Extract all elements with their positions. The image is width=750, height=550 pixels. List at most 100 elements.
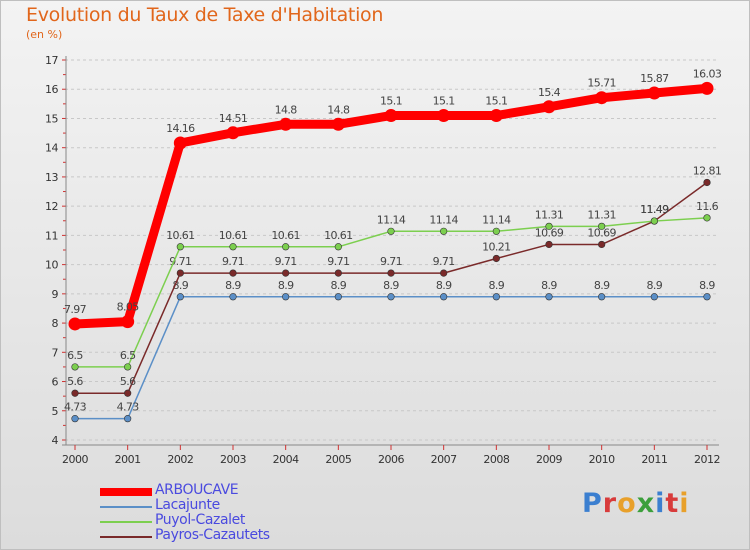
x-tick-label: 2009 (536, 453, 562, 466)
data-point (492, 227, 500, 235)
data-point (545, 240, 553, 249)
data-label: 8.9 (646, 279, 662, 292)
data-label: 11.49 (640, 203, 669, 216)
data-point (71, 415, 79, 423)
data-label: 14.8 (327, 103, 350, 116)
data-point (650, 293, 658, 301)
data-label: 9.71 (222, 255, 244, 268)
data-point (703, 293, 711, 301)
data-label: 11.6 (696, 200, 719, 213)
data-label: 15.1 (433, 95, 455, 108)
data-point (334, 269, 342, 277)
data-point (71, 363, 79, 371)
y-tick-label: 16 (45, 83, 58, 96)
data-point (440, 227, 448, 235)
data-label: 6.5 (67, 349, 83, 362)
data-label: 10.61 (271, 229, 300, 242)
x-tick-label: 2007 (431, 453, 457, 466)
data-point (437, 109, 451, 123)
data-point (598, 293, 606, 301)
data-point (595, 91, 609, 105)
y-tick-label: 8 (52, 317, 59, 330)
data-label: 14.16 (166, 122, 195, 135)
data-point (229, 243, 237, 251)
x-tick-label: 2011 (641, 453, 667, 466)
data-point (229, 269, 237, 277)
data-point (334, 243, 342, 251)
data-label: 10.61 (324, 229, 353, 242)
data-label: 8.9 (383, 279, 399, 292)
data-point (647, 86, 661, 100)
data-point (124, 363, 132, 371)
data-point (545, 293, 553, 301)
data-label: 9.71 (327, 255, 349, 268)
data-point (124, 389, 132, 397)
data-label: 8.9 (278, 279, 294, 292)
logo-letter: o (617, 488, 637, 519)
logo-letter: x (636, 488, 656, 519)
data-label: 11.14 (429, 213, 458, 226)
legend-swatch (100, 506, 152, 508)
series-line (74, 296, 708, 420)
data-label: 9.71 (433, 255, 455, 268)
data-point (68, 317, 82, 331)
data-point (176, 293, 184, 301)
data-label: 6.5 (120, 349, 136, 362)
data-label: 10.21 (482, 240, 511, 253)
data-point (440, 269, 448, 277)
legend-label: Puyol-Cazalet (155, 512, 245, 528)
y-tick-label: 7 (52, 346, 59, 359)
data-label: 8.9 (436, 279, 452, 292)
y-tick-label: 9 (52, 288, 59, 301)
data-point (700, 81, 714, 95)
data-label: 8.05 (117, 301, 140, 314)
data-label: 15.4 (538, 86, 561, 99)
data-label: 8.9 (594, 279, 610, 292)
data-label: 5.6 (67, 375, 83, 388)
data-label: 8.9 (225, 279, 241, 292)
data-label: 10.61 (219, 229, 248, 242)
data-label: 14.51 (219, 112, 248, 125)
y-tick-label: 15 (45, 112, 58, 125)
chart-subtitle: (en %) (26, 28, 63, 41)
y-tick-label: 12 (45, 200, 58, 213)
logo-letter: i (679, 488, 690, 519)
data-label: 4.73 (117, 401, 140, 414)
logo-letter: i (655, 488, 666, 519)
legend-swatch (100, 536, 152, 538)
data-label: 10.61 (166, 229, 195, 242)
data-label: 16.03 (693, 67, 722, 80)
data-label: 11.49 (640, 203, 669, 216)
data-label: 8.9 (541, 279, 557, 292)
data-label: 7.97 (64, 303, 87, 316)
legend-swatch (100, 488, 152, 496)
y-tick-label: 10 (45, 259, 58, 272)
data-point (121, 315, 135, 329)
data-label: 15.71 (587, 77, 616, 90)
data-point (440, 293, 448, 301)
data-label: 11.31 (587, 208, 616, 221)
y-tick-label: 6 (52, 376, 59, 389)
data-label: 11.14 (377, 213, 406, 226)
data-label: 14.8 (275, 103, 298, 116)
logo-letter: r (602, 488, 618, 519)
y-tick-label: 14 (45, 142, 58, 155)
data-label: 10.69 (587, 226, 616, 239)
data-point (282, 293, 290, 301)
data-label: 8.9 (699, 279, 715, 292)
y-tick-label: 13 (45, 171, 58, 184)
data-label: 12.81 (693, 164, 722, 177)
x-tick-label: 2005 (325, 453, 351, 466)
data-point (279, 117, 293, 131)
data-point (542, 100, 556, 114)
data-point (703, 214, 711, 222)
legend-label: Payros-Cazautets (155, 527, 270, 543)
data-point (334, 293, 342, 301)
data-label: 4.73 (64, 401, 87, 414)
data-point (492, 293, 500, 301)
data-label: 10.69 (535, 226, 564, 239)
data-point (598, 222, 606, 230)
data-point (124, 415, 132, 423)
data-label: 5.6 (120, 375, 136, 388)
